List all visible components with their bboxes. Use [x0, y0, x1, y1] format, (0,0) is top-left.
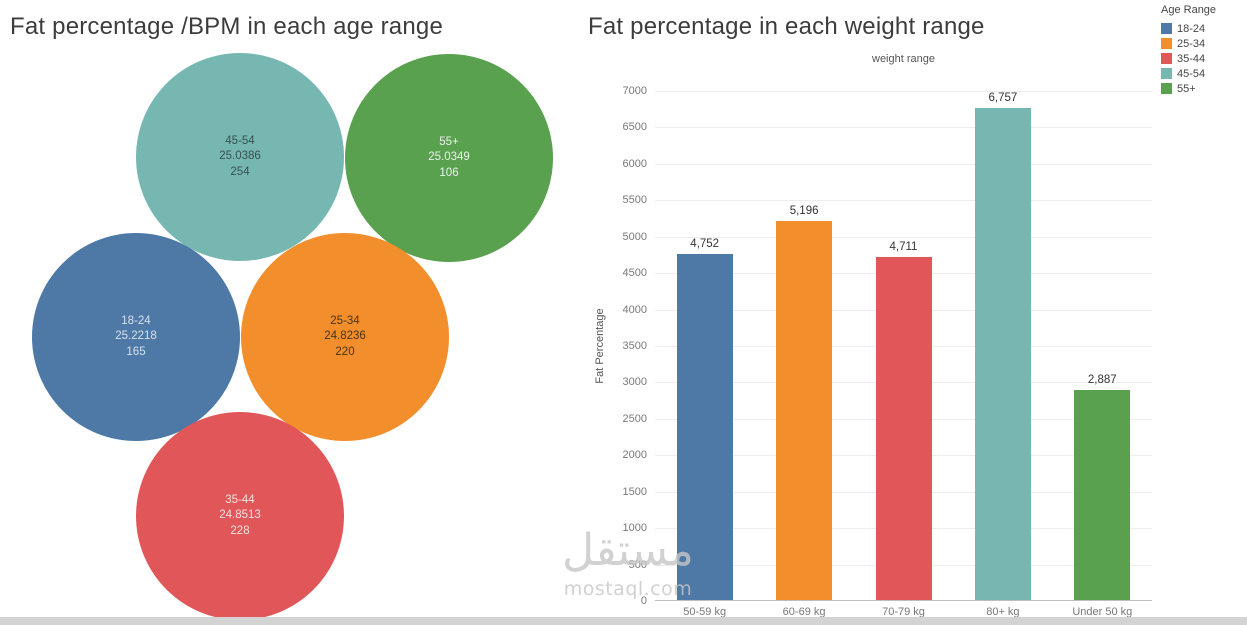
bubble-age-range-label: 55+ [439, 135, 459, 148]
bar-value-label: 6,757 [988, 91, 1018, 104]
bubble-bpm-label: 254 [230, 165, 250, 178]
y-tick-label: 6000 [622, 157, 647, 170]
bar-mark-60-69 kg[interactable] [776, 221, 833, 600]
bar-value-label: 5,196 [789, 205, 819, 218]
bubble-fat-percentage-label: 25.2218 [115, 330, 157, 343]
legend-item-25-34[interactable]: 25-34 [1161, 36, 1245, 51]
legend-item-label: 55+ [1177, 82, 1196, 95]
bubble-mark-18-24[interactable]: 18-24 25.2218 165 [32, 233, 240, 441]
bubble-bpm-label: 220 [335, 345, 355, 358]
x-axis: 50-59 kg 60-69 kg 70-79 kg 80+ kg Under 50 k… [655, 606, 1152, 622]
y-tick-label: 4000 [622, 303, 647, 316]
legend-item-18-24[interactable]: 18-24 [1161, 21, 1245, 36]
bubble-age-range-label: 25-34 [330, 314, 360, 327]
gridline [655, 200, 1152, 202]
bubble-age-range-label: 45-54 [225, 134, 255, 147]
legend-item-label: 25-34 [1177, 37, 1206, 50]
legend-item-label: 35-44 [1177, 52, 1206, 65]
bubble-mark-55+[interactable]: 55+ 25.0349 106 [345, 54, 553, 262]
gridline [655, 91, 1152, 92]
legend-item-45-54[interactable]: 45-54 [1161, 66, 1245, 81]
x-tick-label: 80+ kg [986, 606, 1020, 618]
gridline [655, 127, 1152, 129]
x-axis-title: weight range [872, 53, 935, 65]
y-tick-label: 5000 [622, 230, 647, 243]
bar-mark-Under 50 kg[interactable] [1074, 389, 1131, 600]
bubble-mark-25-34[interactable]: 25-34 24.8236 220 [241, 233, 449, 441]
y-tick-label: 1500 [622, 485, 647, 498]
bar-mark-80+ kg[interactable] [974, 107, 1031, 600]
y-axis-title: Fat Percentage [594, 308, 606, 384]
bubble-fat-percentage-label: 25.0349 [428, 151, 470, 164]
legend: Age Range 18-24 25-34 35-44 45-54 55+ [1161, 4, 1245, 96]
legend-swatch [1161, 53, 1172, 64]
bubble-fat-percentage-label: 24.8236 [324, 330, 366, 343]
y-tick-label: 6500 [622, 121, 647, 134]
bubble-age-range-label: 35-44 [225, 493, 255, 506]
bar-mark-50-59 kg[interactable] [676, 253, 733, 600]
bottom-scrollbar[interactable] [0, 617, 1247, 625]
y-tick-label: 2500 [622, 412, 647, 425]
y-tick-label: 2000 [622, 449, 647, 462]
legend-swatch [1161, 83, 1172, 94]
gridline [655, 163, 1152, 165]
x-tick-label: 70-79 kg [882, 606, 925, 618]
legend-item-35-44[interactable]: 35-44 [1161, 51, 1245, 66]
legend-title: Age Range [1161, 4, 1217, 16]
legend-items: 18-24 25-34 35-44 45-54 55+ [1161, 21, 1245, 96]
x-tick-label: 50-59 kg [683, 606, 727, 618]
bubble-fat-percentage-label: 24.8513 [219, 509, 261, 522]
bar-plot-area: 4,752 5,196 4,711 6,757 2,887 [655, 91, 1152, 601]
y-tick-label: 3000 [622, 376, 647, 389]
legend-swatch [1161, 23, 1172, 34]
bar-value-label: 4,711 [889, 240, 918, 253]
gridline [655, 236, 1152, 238]
y-tick-label: 5500 [622, 194, 647, 207]
legend-swatch [1161, 68, 1172, 79]
bubble-fat-percentage-label: 25.0386 [219, 150, 261, 163]
x-tick-label: Under 50 kg [1072, 606, 1133, 618]
bubble-bpm-label: 228 [230, 524, 250, 537]
legend-item-label: 45-54 [1177, 67, 1206, 80]
bubble-chart-title: Fat percentage /BPM in each age range [10, 13, 444, 40]
y-tick-label: 500 [628, 558, 647, 571]
y-tick-label: 0 [640, 595, 647, 607]
bubble-bpm-label: 106 [439, 166, 459, 179]
x-tick-label: 60-69 kg [782, 606, 826, 618]
y-tick-label: 7000 [622, 85, 647, 97]
y-tick-label: 3500 [622, 340, 647, 352]
legend-swatch [1161, 38, 1172, 49]
bubble-mark-35-44[interactable]: 35-44 24.8513 228 [136, 412, 344, 620]
legend-item-label: 18-24 [1177, 22, 1206, 35]
y-axis: 0 500 1000 1500 2000 2500 3000 3500 4000 4500 5000… [606, 85, 647, 607]
y-tick-label: 1000 [622, 522, 647, 535]
bubble-mark-45-54[interactable]: 45-54 25.0386 254 [136, 53, 344, 261]
bubble-bpm-label: 165 [126, 345, 146, 358]
legend-item-55+[interactable]: 55+ [1161, 81, 1245, 96]
bar-mark-70-79 kg[interactable] [875, 256, 932, 600]
y-tick-label: 4500 [622, 267, 647, 280]
bar-value-label: 2,887 [1087, 373, 1117, 386]
bubble-plot-area: 45-54 25.0386 254 55+ 25.0349 106 18-24 25.2218… [0, 0, 565, 625]
bar-chart-title: Fat percentage in each weight range [588, 13, 985, 40]
bubble-age-range-label: 18-24 [121, 314, 151, 327]
bar-value-label: 4,752 [690, 237, 720, 250]
